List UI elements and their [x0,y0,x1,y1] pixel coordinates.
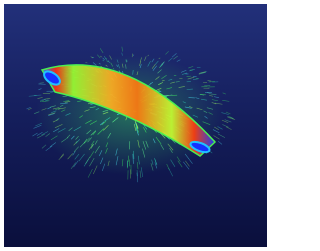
page: (() => { const g = document.getElementBy… [0,0,271,251]
render-view [0,0,271,251]
